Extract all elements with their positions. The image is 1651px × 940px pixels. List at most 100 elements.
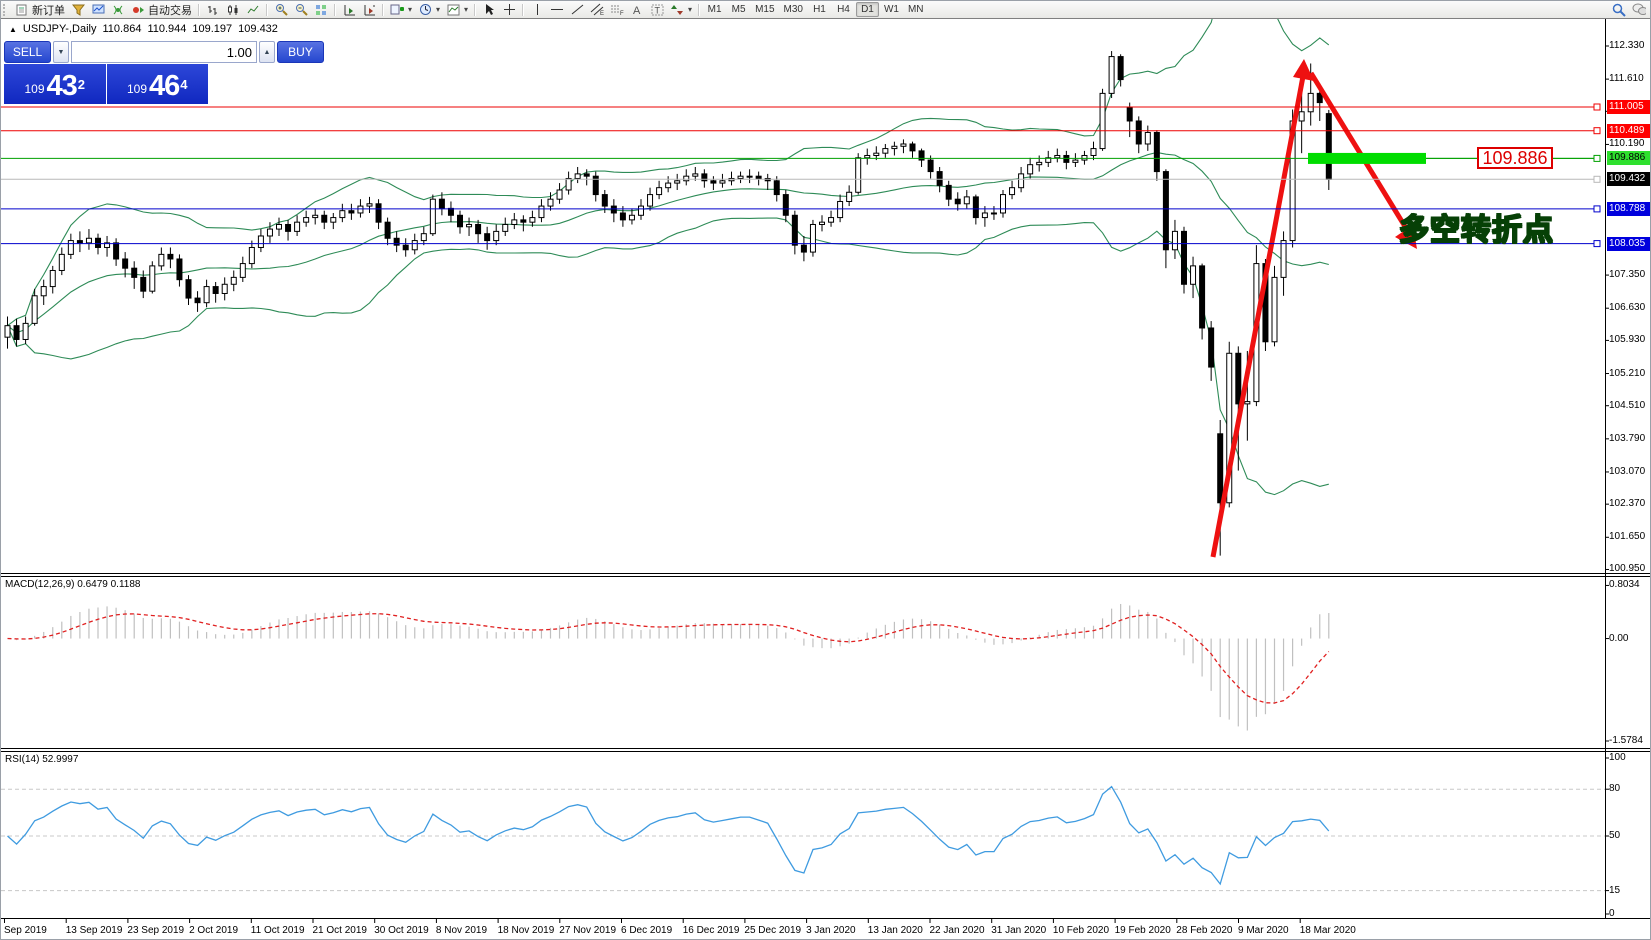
hline-handle[interactable] [1593,127,1601,135]
price-tick-111.610: 111.610 [1609,73,1644,85]
volume-down-button[interactable]: ▼ [53,41,69,63]
candlestick-button[interactable] [223,2,243,17]
turning-point-text[interactable]: 多空转折点 [1398,213,1554,247]
timeframe-MN[interactable]: MN [907,4,924,15]
hline-handle[interactable] [1593,175,1601,183]
horizontal-line-button[interactable] [547,2,567,17]
rsi-label: RSI(14) 52.9997 [5,754,79,765]
sell-price-sup: 2 [77,77,86,92]
price-tick-104.510: 104.510 [1609,399,1646,411]
label-button[interactable]: T [647,2,667,17]
zoom-in-button[interactable] [271,2,291,17]
bollinger-upper [7,18,1330,327]
price-tick-103.790: 103.790 [1609,432,1646,444]
price-tick-103.070: 103.070 [1609,465,1646,477]
price-tick-101.650: 101.650 [1609,531,1646,543]
periods-button[interactable]: ▾ [415,2,443,17]
fibonacci-button[interactable]: F [607,2,627,17]
date-tick-9: 27 Nov 2019 [559,925,617,936]
timeframe-W1[interactable]: W1 [883,4,899,15]
timeframe-H1[interactable]: H1 [813,4,826,15]
rsi-tick-80: 80 [1609,783,1621,795]
channel-button[interactable]: E [587,2,607,17]
svg-text:F: F [620,11,624,16]
date-tick-12: 25 Dec 2019 [744,925,802,936]
price-badge-109.432: 109.432 [1607,172,1650,187]
timeframe-M1[interactable]: M1 [707,4,722,15]
macd-pane[interactable] [7,603,1330,731]
buy-quote[interactable]: 109 46 4 [106,64,208,104]
trend-arrow-up[interactable] [1210,70,1307,558]
hline-handle[interactable] [1593,154,1601,162]
hline-handle[interactable] [1593,240,1601,248]
arrowhead-up [1293,59,1314,81]
fibonacci-icon: F [610,3,624,17]
trendline-button[interactable] [567,2,587,17]
toolbar-grip[interactable] [3,3,10,16]
market-watch-button[interactable] [88,2,108,17]
rsi-pane[interactable] [1,785,1605,892]
rsi-tick-0: 0 [1609,908,1615,919]
line-chart-button[interactable] [243,2,263,17]
search-icon[interactable] [1612,3,1626,17]
timeframe-D1[interactable]: D1 [855,2,879,17]
buy-button[interactable]: BUY [277,41,324,63]
price-badge-109.886: 109.886 [1607,151,1650,166]
date-tick-21: 18 Mar 2020 [1299,925,1356,936]
line-chart-icon [246,3,260,17]
rsi-line [7,785,1330,886]
indicator-window-icon [342,3,356,17]
sell-button[interactable]: SELL [4,41,51,63]
toolbar-separator [382,3,384,16]
chat-icon[interactable] [1632,3,1646,17]
funnel-button[interactable] [68,2,88,17]
new-order-button[interactable]: 新订单 [12,2,68,17]
price-tick-105.930: 105.930 [1609,334,1646,346]
indicator-list-button[interactable] [359,2,379,17]
chevron-down-icon: ▾ [436,5,441,14]
sell-quote[interactable]: 109 43 2 [4,64,106,104]
tile-windows-button[interactable] [311,2,331,17]
templates-button[interactable]: ▾ [443,2,471,17]
bar-chart-button[interactable] [203,2,223,17]
main-pane[interactable] [4,1,1417,558]
signal-button[interactable] [108,2,128,17]
vertical-line-button[interactable] [527,2,547,17]
volume-up-button[interactable]: ▲ [259,41,275,63]
date-tick-20: 9 Mar 2020 [1238,925,1289,936]
market-watch-icon [91,3,105,17]
zoom-out-button[interactable] [291,2,311,17]
date-tick-4: 11 Oct 2019 [250,925,305,936]
toolbar-separator [266,3,268,16]
cursor-button[interactable] [479,2,499,17]
add-indicator-button[interactable]: ▾ [387,2,415,17]
volume-input[interactable] [71,41,257,63]
timeframe-H4[interactable]: H4 [837,4,850,15]
ohlc-close: 109.432 [238,23,278,35]
highlight-band[interactable] [1308,152,1426,164]
timeframe-M30[interactable]: M30 [783,4,803,15]
text-button[interactable]: A [627,2,647,17]
date-tick-6: 30 Oct 2019 [374,925,429,936]
date-tick-13: 3 Jan 2020 [806,925,856,936]
arrows-button[interactable]: ▾ [667,2,695,17]
templates-icon [446,3,460,17]
price-flag-109886[interactable]: 109.886 [1477,147,1553,169]
autotrade-button[interactable]: 自动交易 [128,2,195,17]
ohlc-open: 110.864 [102,23,142,35]
indicator-list-icon [362,3,376,17]
date-tick-2: 23 Sep 2019 [127,925,185,936]
toolbar-separator [522,3,525,16]
svg-text:E: E [600,11,604,16]
timeframe-M5[interactable]: M5 [731,4,746,15]
macd-tick-0.8034: 0.8034 [1609,579,1640,591]
hline-handle[interactable] [1593,103,1601,111]
indicator-window-button[interactable] [339,2,359,17]
crosshair-button[interactable] [499,2,519,17]
hline-handle[interactable] [1593,205,1601,213]
timeframe-M15[interactable]: M15 [755,4,775,15]
date-tick-18: 19 Feb 2020 [1114,925,1171,936]
